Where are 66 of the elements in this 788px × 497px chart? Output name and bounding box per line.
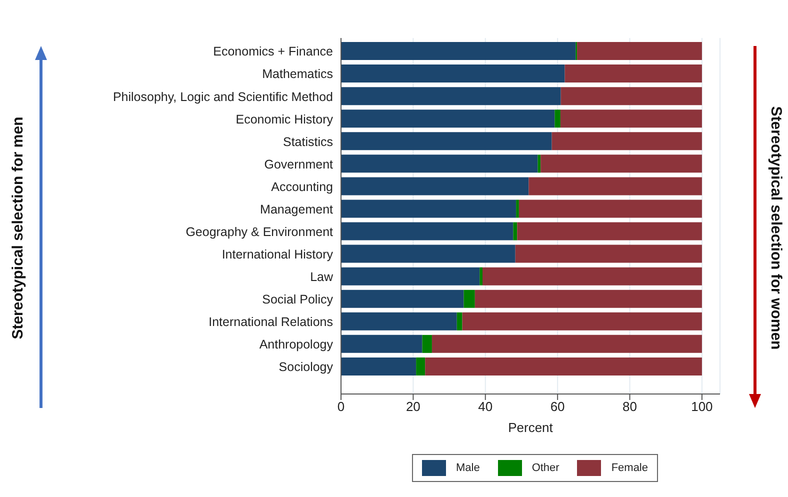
bar bbox=[341, 110, 555, 128]
x-tick-label: 40 bbox=[478, 399, 493, 414]
y-tick-label: Management bbox=[260, 202, 334, 216]
y-tick-label: Economic History bbox=[236, 112, 334, 126]
y-tick-label: Statistics bbox=[282, 134, 333, 149]
bar bbox=[341, 244, 516, 263]
bar bbox=[456, 312, 462, 330]
bar bbox=[462, 312, 702, 330]
x-tick-label: 20 bbox=[406, 399, 420, 414]
bar bbox=[515, 244, 702, 263]
bar bbox=[341, 64, 565, 83]
y-tick-label: Law bbox=[310, 270, 334, 284]
bar bbox=[482, 267, 702, 286]
bar bbox=[432, 334, 702, 353]
legend-label: Other bbox=[532, 462, 560, 474]
bar bbox=[341, 290, 464, 308]
bar bbox=[480, 267, 482, 286]
y-tick-label: Anthropology bbox=[259, 338, 334, 352]
bar bbox=[554, 110, 560, 128]
text: Stereotypical selection for men bbox=[10, 116, 26, 340]
bar bbox=[341, 42, 576, 60]
y-tick-label: International History bbox=[222, 248, 334, 262]
x-tick-label: 0 bbox=[337, 399, 345, 414]
x-axis-title: Percent bbox=[508, 420, 554, 435]
bar bbox=[341, 154, 538, 173]
bar bbox=[560, 110, 702, 128]
bar bbox=[341, 357, 416, 376]
y-tick-label: Government bbox=[264, 157, 334, 172]
x-tick-label: 100 bbox=[691, 399, 713, 414]
bar bbox=[341, 222, 514, 240]
x-tick-label: 60 bbox=[550, 399, 565, 414]
y-tick-label: Accounting bbox=[271, 180, 334, 194]
bar bbox=[516, 200, 519, 218]
bar bbox=[560, 87, 702, 106]
bar bbox=[564, 64, 702, 83]
bar bbox=[540, 154, 702, 173]
bar bbox=[425, 357, 702, 376]
bar bbox=[577, 42, 702, 60]
bar bbox=[341, 87, 561, 106]
y-tick-label: Economics + Finance bbox=[213, 44, 334, 59]
bar bbox=[341, 200, 516, 218]
bar bbox=[474, 290, 702, 308]
y-tick-label: Philosophy, Logic and Scientific Method bbox=[112, 90, 334, 104]
y-tick-label: Geography & Environment bbox=[186, 224, 334, 239]
bar bbox=[341, 177, 529, 196]
y-tick-label: International Relations bbox=[208, 315, 333, 330]
bar bbox=[464, 290, 475, 308]
bar bbox=[341, 312, 457, 330]
y-tick-label: Sociology bbox=[278, 360, 334, 374]
bar bbox=[341, 334, 422, 353]
bar bbox=[518, 200, 702, 218]
bar bbox=[528, 177, 702, 196]
bar bbox=[341, 267, 480, 286]
text: Stereotypical selection for women bbox=[768, 106, 784, 350]
bar bbox=[513, 222, 518, 240]
legend-label: Female bbox=[611, 462, 648, 474]
bar bbox=[538, 154, 541, 173]
legend-label: Male bbox=[456, 462, 480, 474]
y-tick-label: Social Policy bbox=[262, 292, 334, 307]
bar bbox=[422, 334, 432, 353]
y-tick-label: Mathematics bbox=[262, 67, 333, 82]
bar bbox=[341, 132, 552, 150]
bar bbox=[517, 222, 702, 240]
x-tick-label: 80 bbox=[622, 399, 637, 414]
bar bbox=[552, 132, 702, 150]
bar bbox=[416, 357, 426, 376]
